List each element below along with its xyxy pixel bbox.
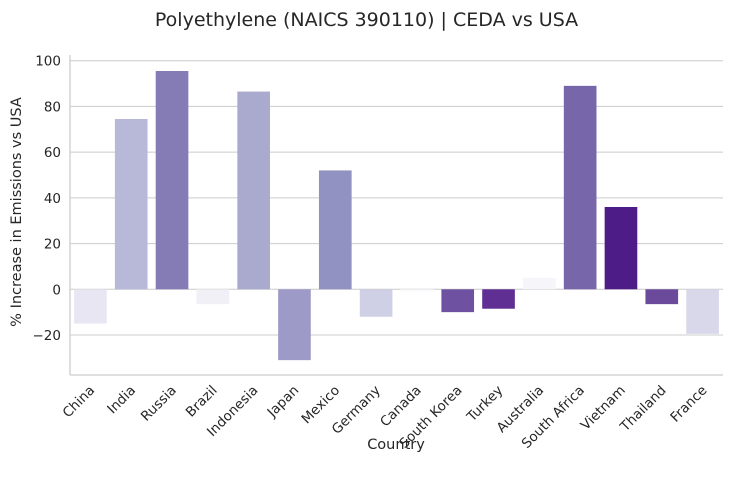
x-tick-label: India [104, 383, 139, 418]
y-tick-label: 80 [44, 99, 61, 115]
bar-thailand [645, 289, 679, 305]
axes [69, 55, 723, 376]
bar-indonesia [237, 91, 270, 290]
y-tick-label: 100 [35, 54, 61, 70]
y-tick-label: 20 [44, 237, 61, 253]
bar-canada [400, 289, 434, 292]
x-tick-label: France [667, 383, 710, 426]
x-tick-label: China [60, 383, 99, 422]
bar-south-africa [563, 85, 597, 290]
y-tick-label: 60 [44, 145, 61, 161]
bar-vietnam [604, 207, 638, 290]
bar-south-korea [441, 289, 475, 313]
bar-brazil [196, 289, 230, 305]
bar-australia [523, 277, 556, 290]
bar-mexico [318, 170, 352, 290]
bar-russia [155, 71, 189, 290]
bar-germany [359, 289, 393, 317]
bar-china [74, 289, 107, 324]
y-tick-label: 40 [44, 191, 61, 207]
bar-japan [278, 289, 311, 361]
x-tick-label: Brazil [183, 383, 221, 421]
y-tick-labels: −20 0 20 40 60 80 100 [33, 54, 62, 344]
x-tick-label: Japan [264, 383, 303, 422]
y-axis-label: % Increase in Emissions vs USA [9, 97, 25, 327]
y-tick-label: 0 [52, 282, 61, 298]
bar-india [114, 119, 148, 290]
y-tick-label: −20 [33, 328, 62, 344]
x-tick-label: Russia [138, 383, 180, 425]
bars-group [74, 71, 719, 361]
bar-france [686, 289, 719, 334]
x-axis-label: Country [367, 437, 425, 453]
bar-turkey [482, 289, 515, 309]
chart-title: Polyethylene (NAICS 390110) | CEDA vs US… [155, 9, 578, 31]
